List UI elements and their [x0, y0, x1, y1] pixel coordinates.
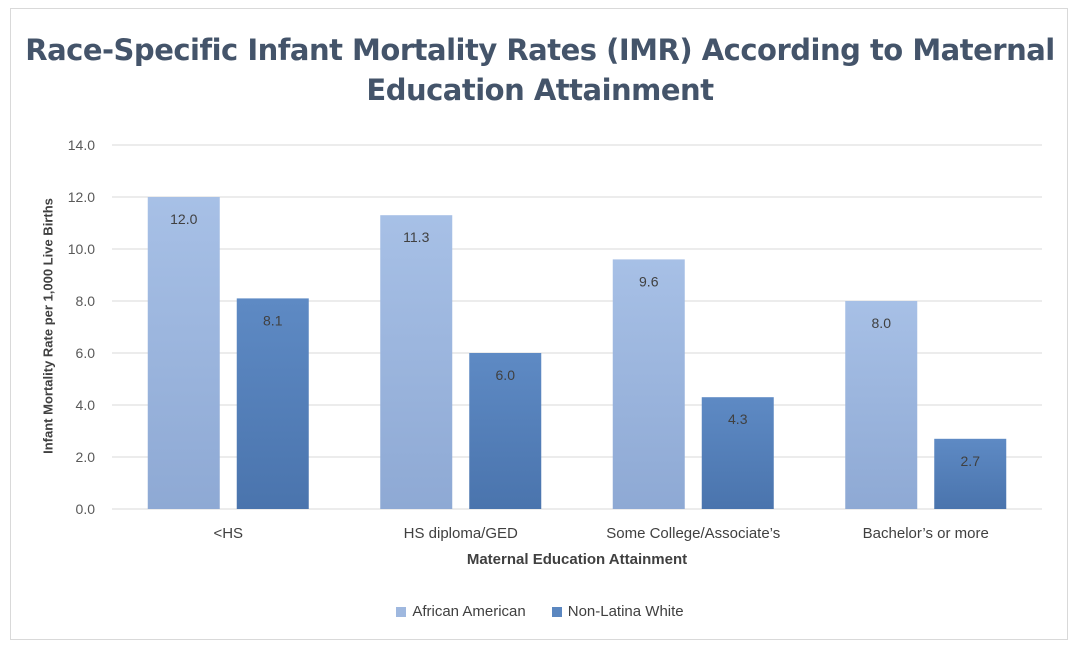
- legend: African American Non-Latina White: [0, 603, 1080, 620]
- y-tick-label: 10.0: [68, 241, 95, 257]
- data-label: 8.1: [263, 312, 283, 328]
- y-tick-label: 6.0: [76, 345, 96, 361]
- data-label: 2.7: [961, 453, 981, 469]
- data-label: 8.0: [872, 315, 892, 331]
- data-label: 12.0: [170, 211, 197, 227]
- x-tick-label: <HS: [213, 525, 243, 542]
- bar-african-american: [380, 215, 453, 509]
- x-tick-labels: <HS HS diploma/GED Some College/Associate’…: [213, 525, 988, 542]
- data-label: 9.6: [639, 273, 659, 289]
- bar-non-latina-white: [701, 397, 774, 509]
- bar-african-american: [612, 259, 685, 509]
- bars: 12.0 8.1 11.3 6.0 9.6 4.3 8.0 2.7: [147, 197, 1007, 509]
- bar-non-latina-white: [934, 438, 1007, 509]
- legend-label-non-latina-white: Non-Latina White: [567, 603, 684, 620]
- y-tick-label: 0.0: [76, 501, 96, 517]
- x-tick-label: Some College/Associate’s: [606, 525, 780, 542]
- y-tick-labels: 0.0 2.0 4.0 6.0 8.0 10.0 12.0 14.0: [68, 137, 95, 517]
- x-tick-label: Bachelor’s or more: [863, 525, 989, 542]
- data-label: 11.3: [403, 229, 429, 245]
- legend-item-african-american: African American: [396, 603, 526, 620]
- data-label: 6.0: [496, 367, 516, 383]
- legend-label-african-american: African American: [412, 603, 526, 620]
- y-tick-label: 12.0: [68, 189, 95, 205]
- y-tick-label: 8.0: [76, 293, 96, 309]
- x-axis-label: Maternal Education Attainment: [466, 551, 688, 568]
- bar-non-latina-white: [236, 298, 309, 509]
- y-tick-label: 4.0: [76, 397, 96, 413]
- data-label: 4.3: [728, 411, 748, 427]
- y-tick-label: 14.0: [68, 137, 95, 153]
- legend-swatch-non-latina-white: [551, 606, 562, 617]
- x-tick-label: HS diploma/GED: [404, 525, 518, 542]
- legend-swatch-african-american: [396, 606, 407, 617]
- bar-african-american: [147, 197, 220, 509]
- legend-item-non-latina-white: Non-Latina White: [551, 603, 684, 620]
- y-tick-label: 2.0: [76, 449, 96, 465]
- bar-non-latina-white: [469, 353, 542, 509]
- chart-title: Race-Specific Infant Mortality Rates (IM…: [25, 33, 1055, 107]
- bar-african-american: [845, 301, 918, 509]
